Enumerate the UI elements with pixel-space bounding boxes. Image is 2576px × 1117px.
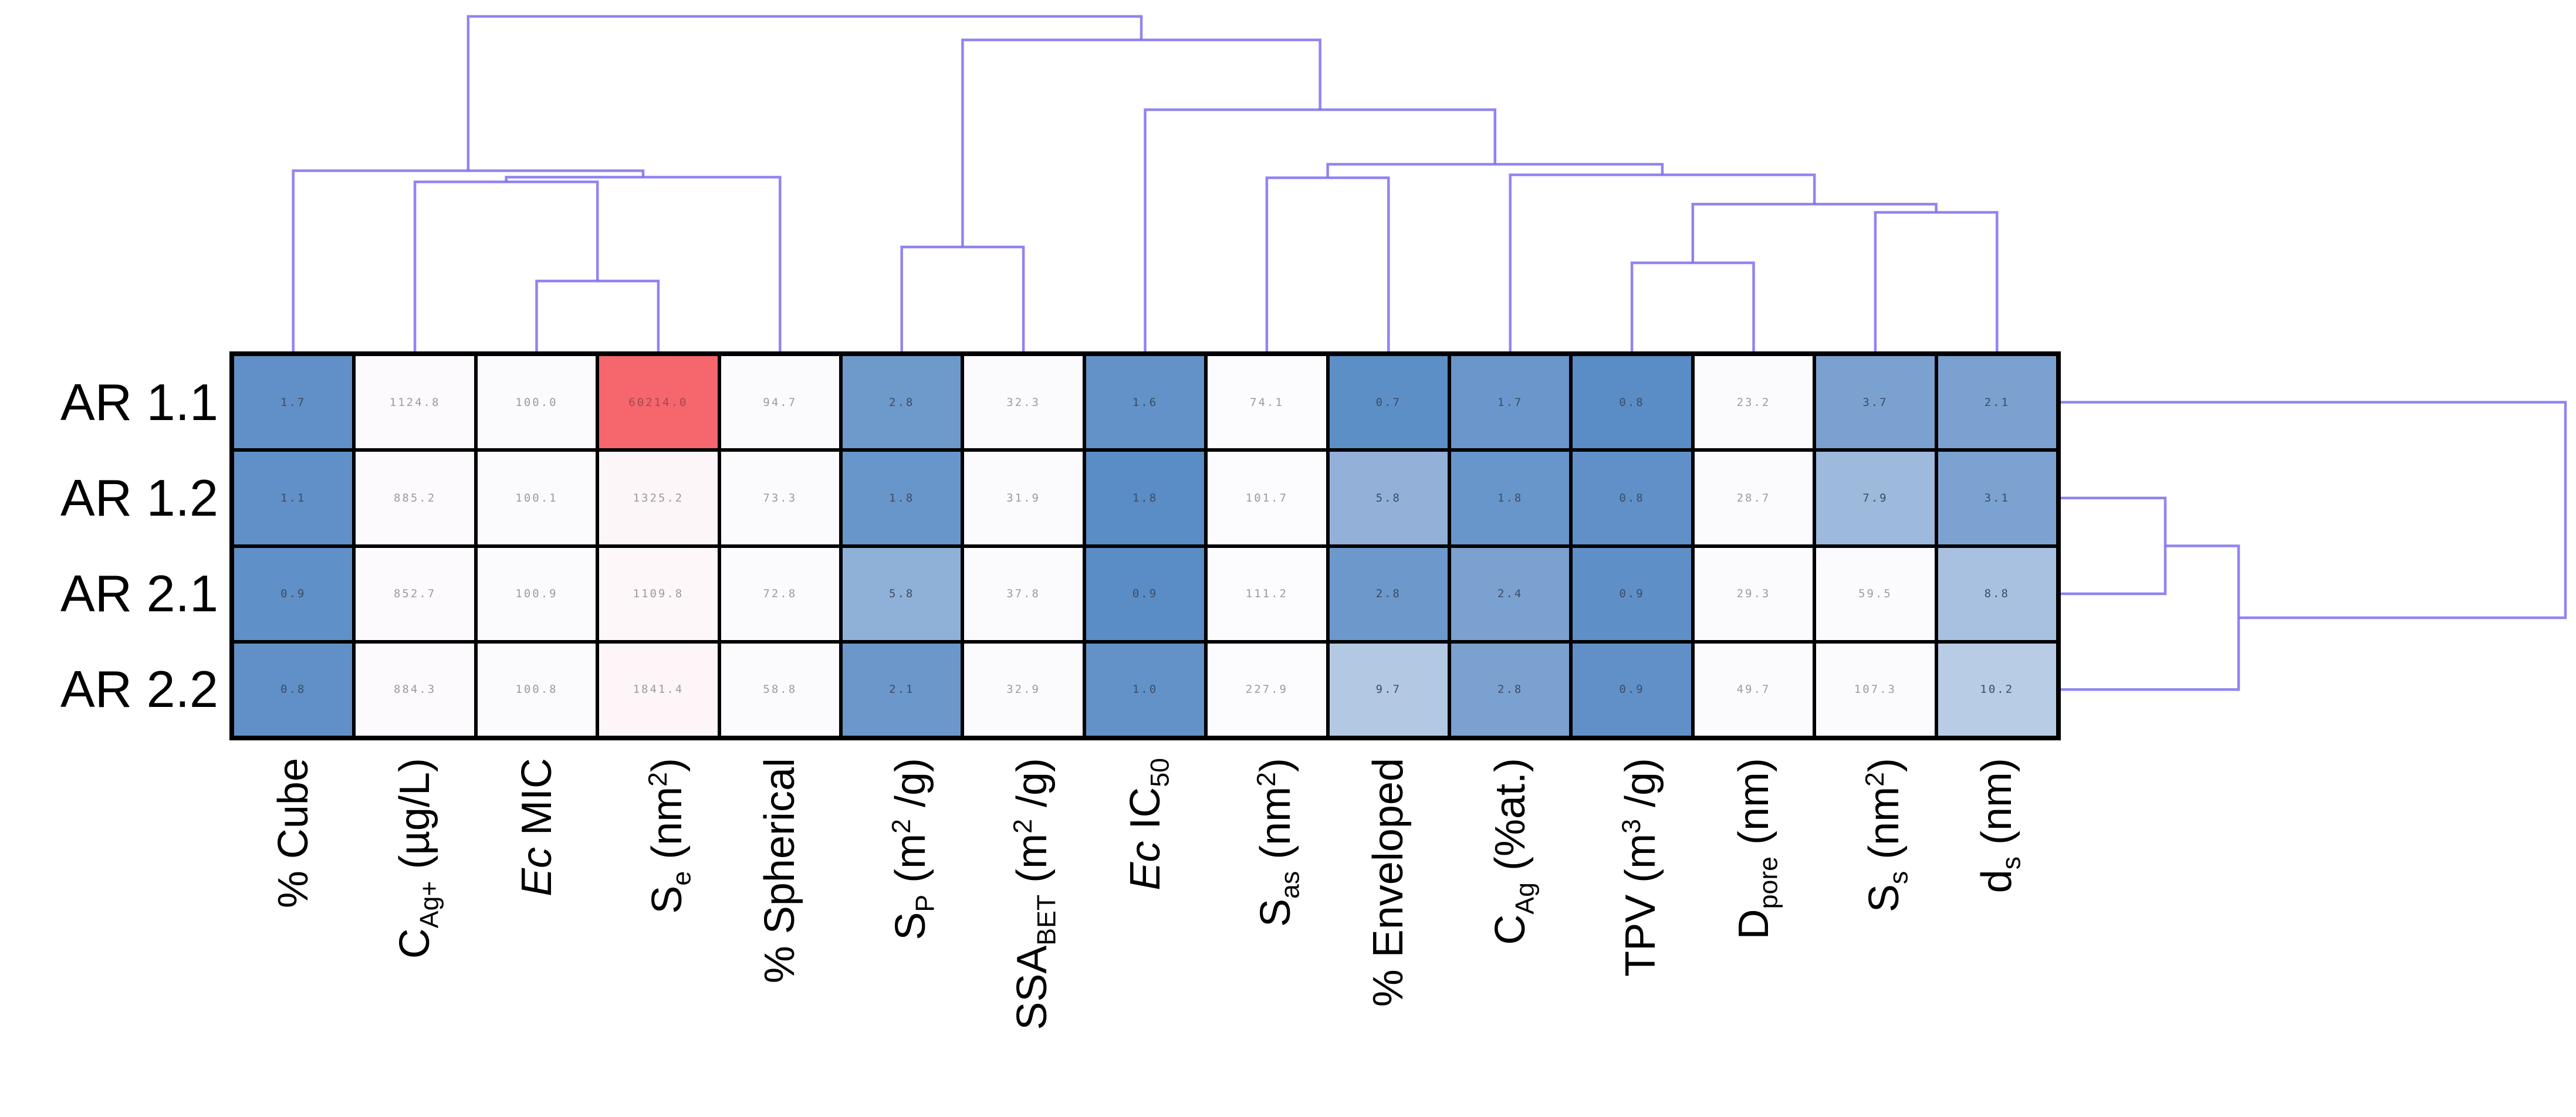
column-label: Dpore (nm) bbox=[1730, 758, 1783, 940]
heatmap-cell: 884.3 bbox=[356, 643, 474, 736]
column-dendrogram-link bbox=[1630, 261, 1755, 351]
heatmap-cell: 29.3 bbox=[1694, 547, 1813, 640]
heatmap-cell: 94.7 bbox=[721, 356, 839, 449]
heatmap-cell: 0.8 bbox=[1573, 356, 1691, 449]
column-dendrogram-link bbox=[1874, 211, 1999, 351]
heatmap-cell: 1.8 bbox=[1086, 452, 1205, 544]
heatmap-cell: 10.2 bbox=[1938, 643, 2056, 736]
heatmap-cell: 2.4 bbox=[1451, 547, 1570, 640]
column-label: CAg+ (µg/L) bbox=[391, 758, 444, 959]
heatmap-cell: 100.0 bbox=[477, 356, 596, 449]
heatmap-cell: 3.1 bbox=[1938, 452, 2056, 544]
heatmap-cell: 28.7 bbox=[1694, 452, 1813, 544]
heatmap-cell: 74.1 bbox=[1208, 356, 1326, 449]
heatmap-cell: 3.7 bbox=[1816, 356, 1935, 449]
heatmap-cell: 73.3 bbox=[721, 452, 839, 544]
column-dendrogram-link bbox=[1144, 108, 1497, 351]
heatmap-cell: 0.7 bbox=[1329, 356, 1448, 449]
heatmap-cell: 0.9 bbox=[1573, 643, 1691, 736]
column-dendrogram-link bbox=[900, 245, 1025, 351]
heatmap-cell: 5.8 bbox=[1329, 452, 1448, 544]
column-dendrogram-link bbox=[505, 175, 782, 351]
heatmap-cell: 100.9 bbox=[477, 547, 596, 640]
heatmap-cell: 227.9 bbox=[1208, 643, 1326, 736]
heatmap-cell: 100.8 bbox=[477, 643, 596, 736]
heatmap-cell: 100.1 bbox=[477, 452, 596, 544]
row-dendrogram-link bbox=[2061, 544, 2240, 691]
row-dendrogram-link bbox=[2061, 496, 2167, 595]
heatmap-cell: 1325.2 bbox=[599, 452, 718, 544]
heatmap-cell: 31.9 bbox=[964, 452, 1083, 544]
heatmap-cell: 0.8 bbox=[234, 643, 353, 736]
heatmap-cell: 1.7 bbox=[234, 356, 353, 449]
column-label: Se (nm2) bbox=[643, 758, 697, 914]
heatmap-cell: 1109.8 bbox=[599, 547, 718, 640]
heatmap-cell: 1.7 bbox=[1451, 356, 1570, 449]
column-label: TPV (m3 /g) bbox=[1617, 758, 1665, 977]
column-label: % Spherical bbox=[756, 758, 804, 984]
heatmap-cell: 885.2 bbox=[356, 452, 474, 544]
heatmap-cell: 23.2 bbox=[1694, 356, 1813, 449]
heatmap-cell: 49.7 bbox=[1694, 643, 1813, 736]
heatmap-cell: 59.5 bbox=[1816, 547, 1935, 640]
column-label: CAg (%at.) bbox=[1486, 758, 1540, 945]
heatmap-cell: 2.1 bbox=[1938, 356, 2056, 449]
heatmap-cell: 32.3 bbox=[964, 356, 1083, 449]
heatmap-cell: 0.9 bbox=[1086, 547, 1205, 640]
column-dendrogram-link bbox=[466, 15, 1143, 171]
heatmap-cell: 7.9 bbox=[1816, 452, 1935, 544]
column-label: % Cube bbox=[269, 758, 317, 909]
row-label: AR 1.2 bbox=[60, 468, 218, 527]
heatmap-cell: 2.1 bbox=[842, 643, 961, 736]
column-label: % Enveloped bbox=[1365, 758, 1412, 1007]
heatmap-cell: 101.7 bbox=[1208, 452, 1326, 544]
heatmap-cell: 0.9 bbox=[1573, 547, 1691, 640]
heatmap-cell: 8.8 bbox=[1938, 547, 2056, 640]
row-label: AR 2.2 bbox=[60, 660, 218, 719]
heatmap-cell: 0.8 bbox=[1573, 452, 1691, 544]
column-label: Ss (nm2) bbox=[1860, 758, 1914, 913]
column-dendrogram-link bbox=[535, 279, 660, 351]
column-label: SSABET (m2 /g) bbox=[1009, 758, 1061, 1030]
heatmap-cell: 1.8 bbox=[842, 452, 961, 544]
heatmap-cell: 0.9 bbox=[234, 547, 353, 640]
column-dendrogram-link bbox=[292, 169, 645, 351]
row-label: AR 1.1 bbox=[60, 373, 218, 431]
heatmap-cell: 72.8 bbox=[721, 547, 839, 640]
heatmap-cell: 2.8 bbox=[1451, 643, 1570, 736]
column-label: Ec IC50 bbox=[1121, 758, 1174, 891]
row-dendrogram bbox=[2061, 401, 2567, 691]
column-dendrogram-link bbox=[413, 180, 599, 351]
heatmap-grid: 1.7 1124.8 100.0 60214.0 94.7 2.8 32.3 1.6 74.1 0… bbox=[229, 351, 2061, 740]
heatmap-cell: 9.7 bbox=[1329, 643, 1448, 736]
heatmap-cell: 111.2 bbox=[1208, 547, 1326, 640]
heatmap-cell: 60214.0 bbox=[599, 356, 718, 449]
heatmap-cell: 58.8 bbox=[721, 643, 839, 736]
heatmap-cell: 1841.4 bbox=[599, 643, 718, 736]
column-dendrogram bbox=[292, 15, 1999, 351]
heatmap-cell: 1.8 bbox=[1451, 452, 1570, 544]
row-dendrogram-link bbox=[2061, 401, 2567, 620]
heatmap-cell: 1.6 bbox=[1086, 356, 1205, 449]
heatmap-cell: 1.1 bbox=[234, 452, 353, 544]
column-label: ds (nm) bbox=[1973, 758, 2026, 893]
heatmap-cell: 852.7 bbox=[356, 547, 474, 640]
heatmap-cell: 2.8 bbox=[1329, 547, 1448, 640]
heatmap-cell: 1.0 bbox=[1086, 643, 1205, 736]
heatmap-cell: 2.8 bbox=[842, 356, 961, 449]
heatmap-cell: 37.8 bbox=[964, 547, 1083, 640]
heatmap-cell: 1124.8 bbox=[356, 356, 474, 449]
heatmap-cell: 5.8 bbox=[842, 547, 961, 640]
column-label: Ec MIC bbox=[513, 758, 560, 897]
heatmap-cell: 107.3 bbox=[1816, 643, 1935, 736]
row-label: AR 2.1 bbox=[60, 564, 218, 623]
column-label: Sas (nm2) bbox=[1252, 758, 1305, 927]
heatmap-cell: 32.9 bbox=[964, 643, 1083, 736]
column-dendrogram-link bbox=[1265, 176, 1390, 351]
column-label: SP (m2 /g) bbox=[887, 758, 940, 940]
